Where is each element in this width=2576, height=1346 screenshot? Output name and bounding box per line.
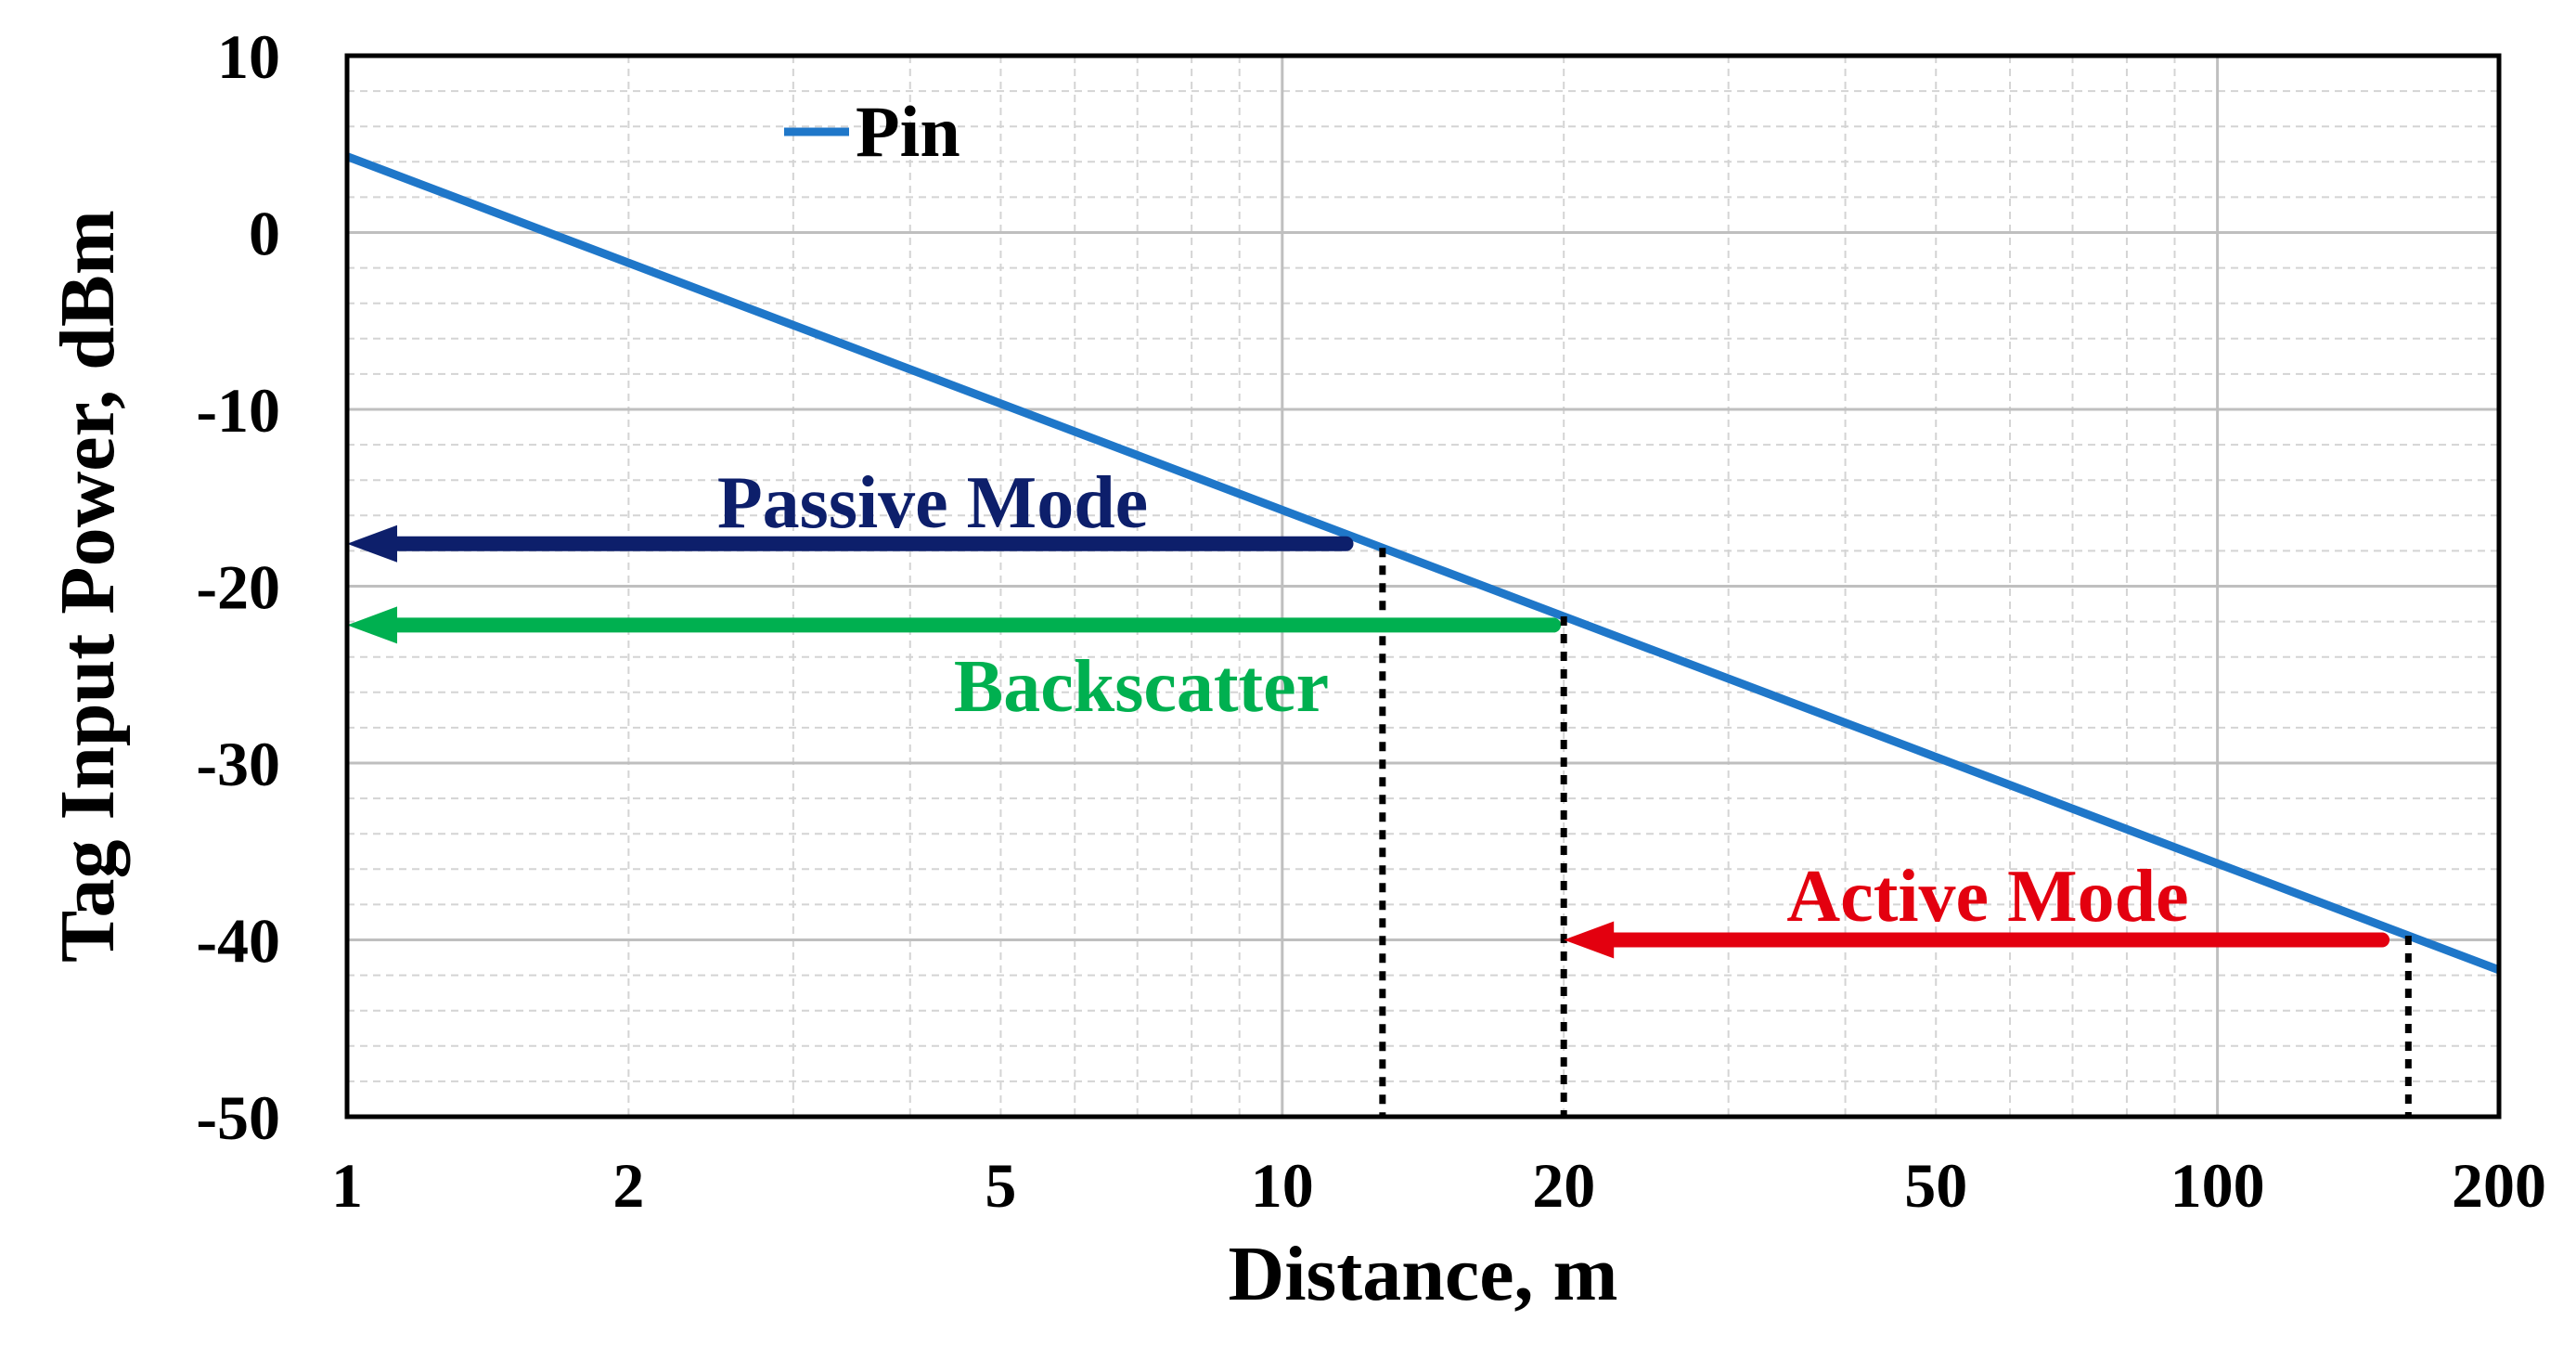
- annotation-label-backscatter: Backscatter: [954, 646, 1329, 728]
- y-tick-label: -40: [196, 906, 280, 977]
- y-tick-label: 10: [217, 21, 280, 92]
- x-axis-title: Distance, m: [1229, 1231, 1618, 1317]
- x-tick-label: 200: [2452, 1150, 2546, 1221]
- annotation-label-passive-mode: Passive Mode: [717, 462, 1148, 544]
- x-tick-label: 5: [985, 1150, 1016, 1221]
- series-layer: [345, 152, 2501, 975]
- annotation-arrowhead-backscatter: [347, 606, 397, 644]
- x-tick-label: 1: [331, 1150, 363, 1221]
- legend-label-pin: Pin: [856, 91, 960, 172]
- x-tick-label: 100: [2170, 1150, 2265, 1221]
- x-tick-label: 2: [612, 1150, 644, 1221]
- x-tick-label: 20: [1532, 1150, 1595, 1221]
- annotation-arrowhead-passive-mode: [347, 524, 397, 563]
- plot-frame: [344, 53, 2502, 1120]
- y-tick-label: 0: [249, 199, 280, 269]
- y-tick-label: -20: [196, 552, 280, 623]
- x-tick-label: 50: [1904, 1150, 1967, 1221]
- y-tick-label: -10: [196, 375, 280, 446]
- legend: Pin: [784, 91, 960, 172]
- annotation-label-active-mode: Active Mode: [1786, 856, 2188, 938]
- x-tick-label: 10: [1251, 1150, 1314, 1221]
- y-tick-label: -50: [196, 1082, 280, 1153]
- annotation-layer: Passive Mode Backscatter Active Mode: [347, 462, 2412, 1117]
- annotation-arrowhead-active-mode: [1564, 921, 1615, 959]
- y-tick-label: -30: [196, 729, 280, 799]
- series-line-pin: [345, 152, 2501, 975]
- y-axis-title: Tag Input Power, dBm: [45, 210, 131, 963]
